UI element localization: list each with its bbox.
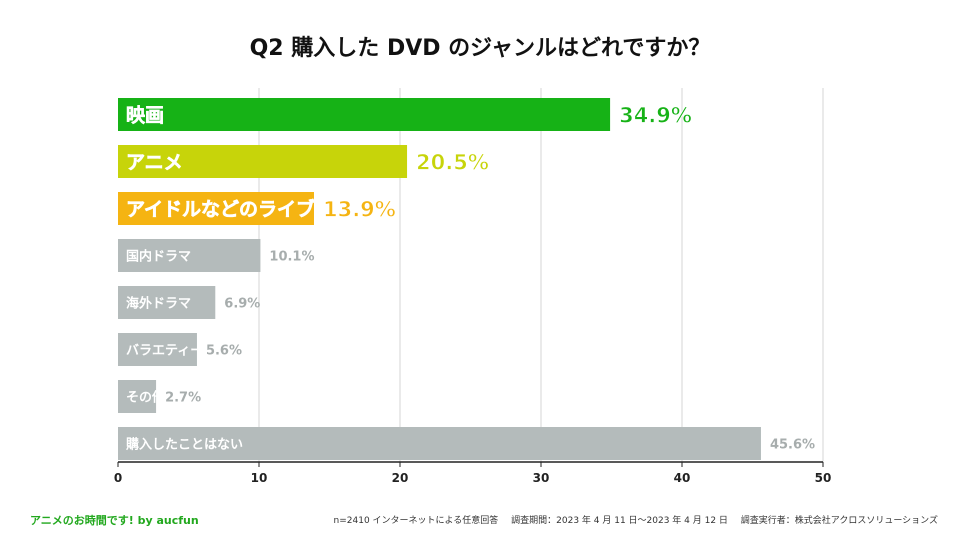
x-tick-label: 40 bbox=[674, 471, 691, 485]
category-label: その他 bbox=[126, 390, 165, 406]
bar bbox=[118, 239, 261, 272]
chart-title: Q2 購入した DVD のジャンルはどれですか？ bbox=[249, 36, 711, 61]
bar bbox=[118, 192, 314, 225]
survey-method: n=2410 インターネットによる任意回答 bbox=[333, 516, 499, 526]
value-label: 10.1% bbox=[269, 250, 314, 265]
bar bbox=[118, 98, 611, 131]
bar bbox=[118, 333, 197, 366]
value-label: 34.9% bbox=[619, 104, 692, 128]
x-tick-label: 50 bbox=[815, 471, 832, 485]
value-label: 20.5% bbox=[416, 151, 489, 175]
brand-label: アニメのお時間です! by aucfun bbox=[30, 514, 199, 527]
category-label: 海外ドラマ bbox=[126, 296, 191, 312]
survey-info: n=2410 インターネットによる任意回答 調査期間：2023 年 4 月 11… bbox=[324, 513, 938, 526]
category-label: アイドルなどのライブ bbox=[126, 198, 315, 221]
x-tick-label: 20 bbox=[392, 471, 409, 485]
value-label: 45.6% bbox=[770, 438, 815, 453]
value-label: 5.6% bbox=[206, 344, 242, 359]
category-label: 映画 bbox=[126, 105, 164, 127]
bar bbox=[118, 427, 761, 460]
x-tick-label: 0 bbox=[114, 471, 122, 485]
bar bbox=[118, 380, 157, 413]
category-label: 購入したことはない bbox=[125, 437, 243, 453]
x-tick-label: 10 bbox=[251, 471, 268, 485]
survey-period: 調査期間：2023 年 4 月 11 日〜2023 年 4 月 12 日 bbox=[511, 516, 728, 526]
survey-executor: 調査実行者：株式会社アクロスソリューションズ bbox=[740, 516, 938, 526]
category-label: 国内ドラマ bbox=[126, 249, 191, 265]
x-tick-label: 30 bbox=[533, 471, 550, 485]
value-label: 2.7% bbox=[165, 391, 201, 406]
value-label: 13.9% bbox=[323, 198, 396, 222]
bar bbox=[118, 286, 216, 319]
value-label: 6.9% bbox=[224, 297, 260, 312]
category-label: アニメ bbox=[126, 152, 183, 174]
bar bbox=[118, 145, 408, 178]
category-label: バラエティー bbox=[126, 344, 203, 359]
